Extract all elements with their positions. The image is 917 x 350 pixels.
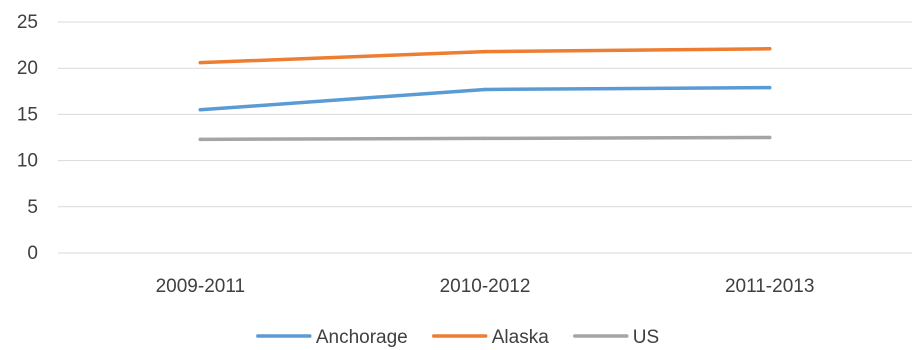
y-tick-label-15: 15	[17, 104, 38, 125]
x-tick-label-2011-2013: 2011-2013	[725, 276, 814, 297]
data-point-us-2	[767, 135, 772, 140]
series-lines	[198, 47, 772, 142]
data-point-alaska-0	[198, 60, 203, 65]
legend-item-us: US	[573, 327, 659, 348]
y-tick-label-0: 0	[27, 243, 38, 264]
gridlines	[58, 21, 912, 254]
legend-item-alaska: Alaska	[431, 327, 549, 348]
data-point-anchorage-1	[483, 87, 487, 92]
data-point-alaska-1	[483, 49, 487, 54]
legend-item-anchorage: Anchorage	[256, 327, 408, 348]
y-tick-label-20: 20	[17, 58, 38, 79]
x-axis: 2009-2011 2010-2012 2011-2013	[156, 276, 815, 297]
y-tick-label-10: 10	[17, 151, 38, 172]
data-point-anchorage-0	[198, 108, 203, 112]
data-point-alaska-2	[767, 47, 772, 51]
x-tick-label-2010-2012: 2010-2012	[440, 276, 531, 297]
legend-label-anchorage: Anchorage	[316, 327, 408, 348]
legend: Anchorage Alaska US	[256, 327, 659, 348]
data-point-us-1	[483, 136, 487, 141]
y-tick-label-5: 5	[27, 197, 38, 218]
data-point-anchorage-2	[767, 85, 772, 90]
y-tick-label-25: 25	[17, 12, 38, 33]
data-point-us-0	[198, 137, 203, 142]
legend-label-us: US	[633, 327, 659, 348]
x-tick-label-2009-2011: 2009-2011	[156, 276, 245, 297]
y-axis: 0 5 10 15 20 25	[17, 12, 38, 264]
legend-label-alaska: Alaska	[492, 327, 549, 348]
